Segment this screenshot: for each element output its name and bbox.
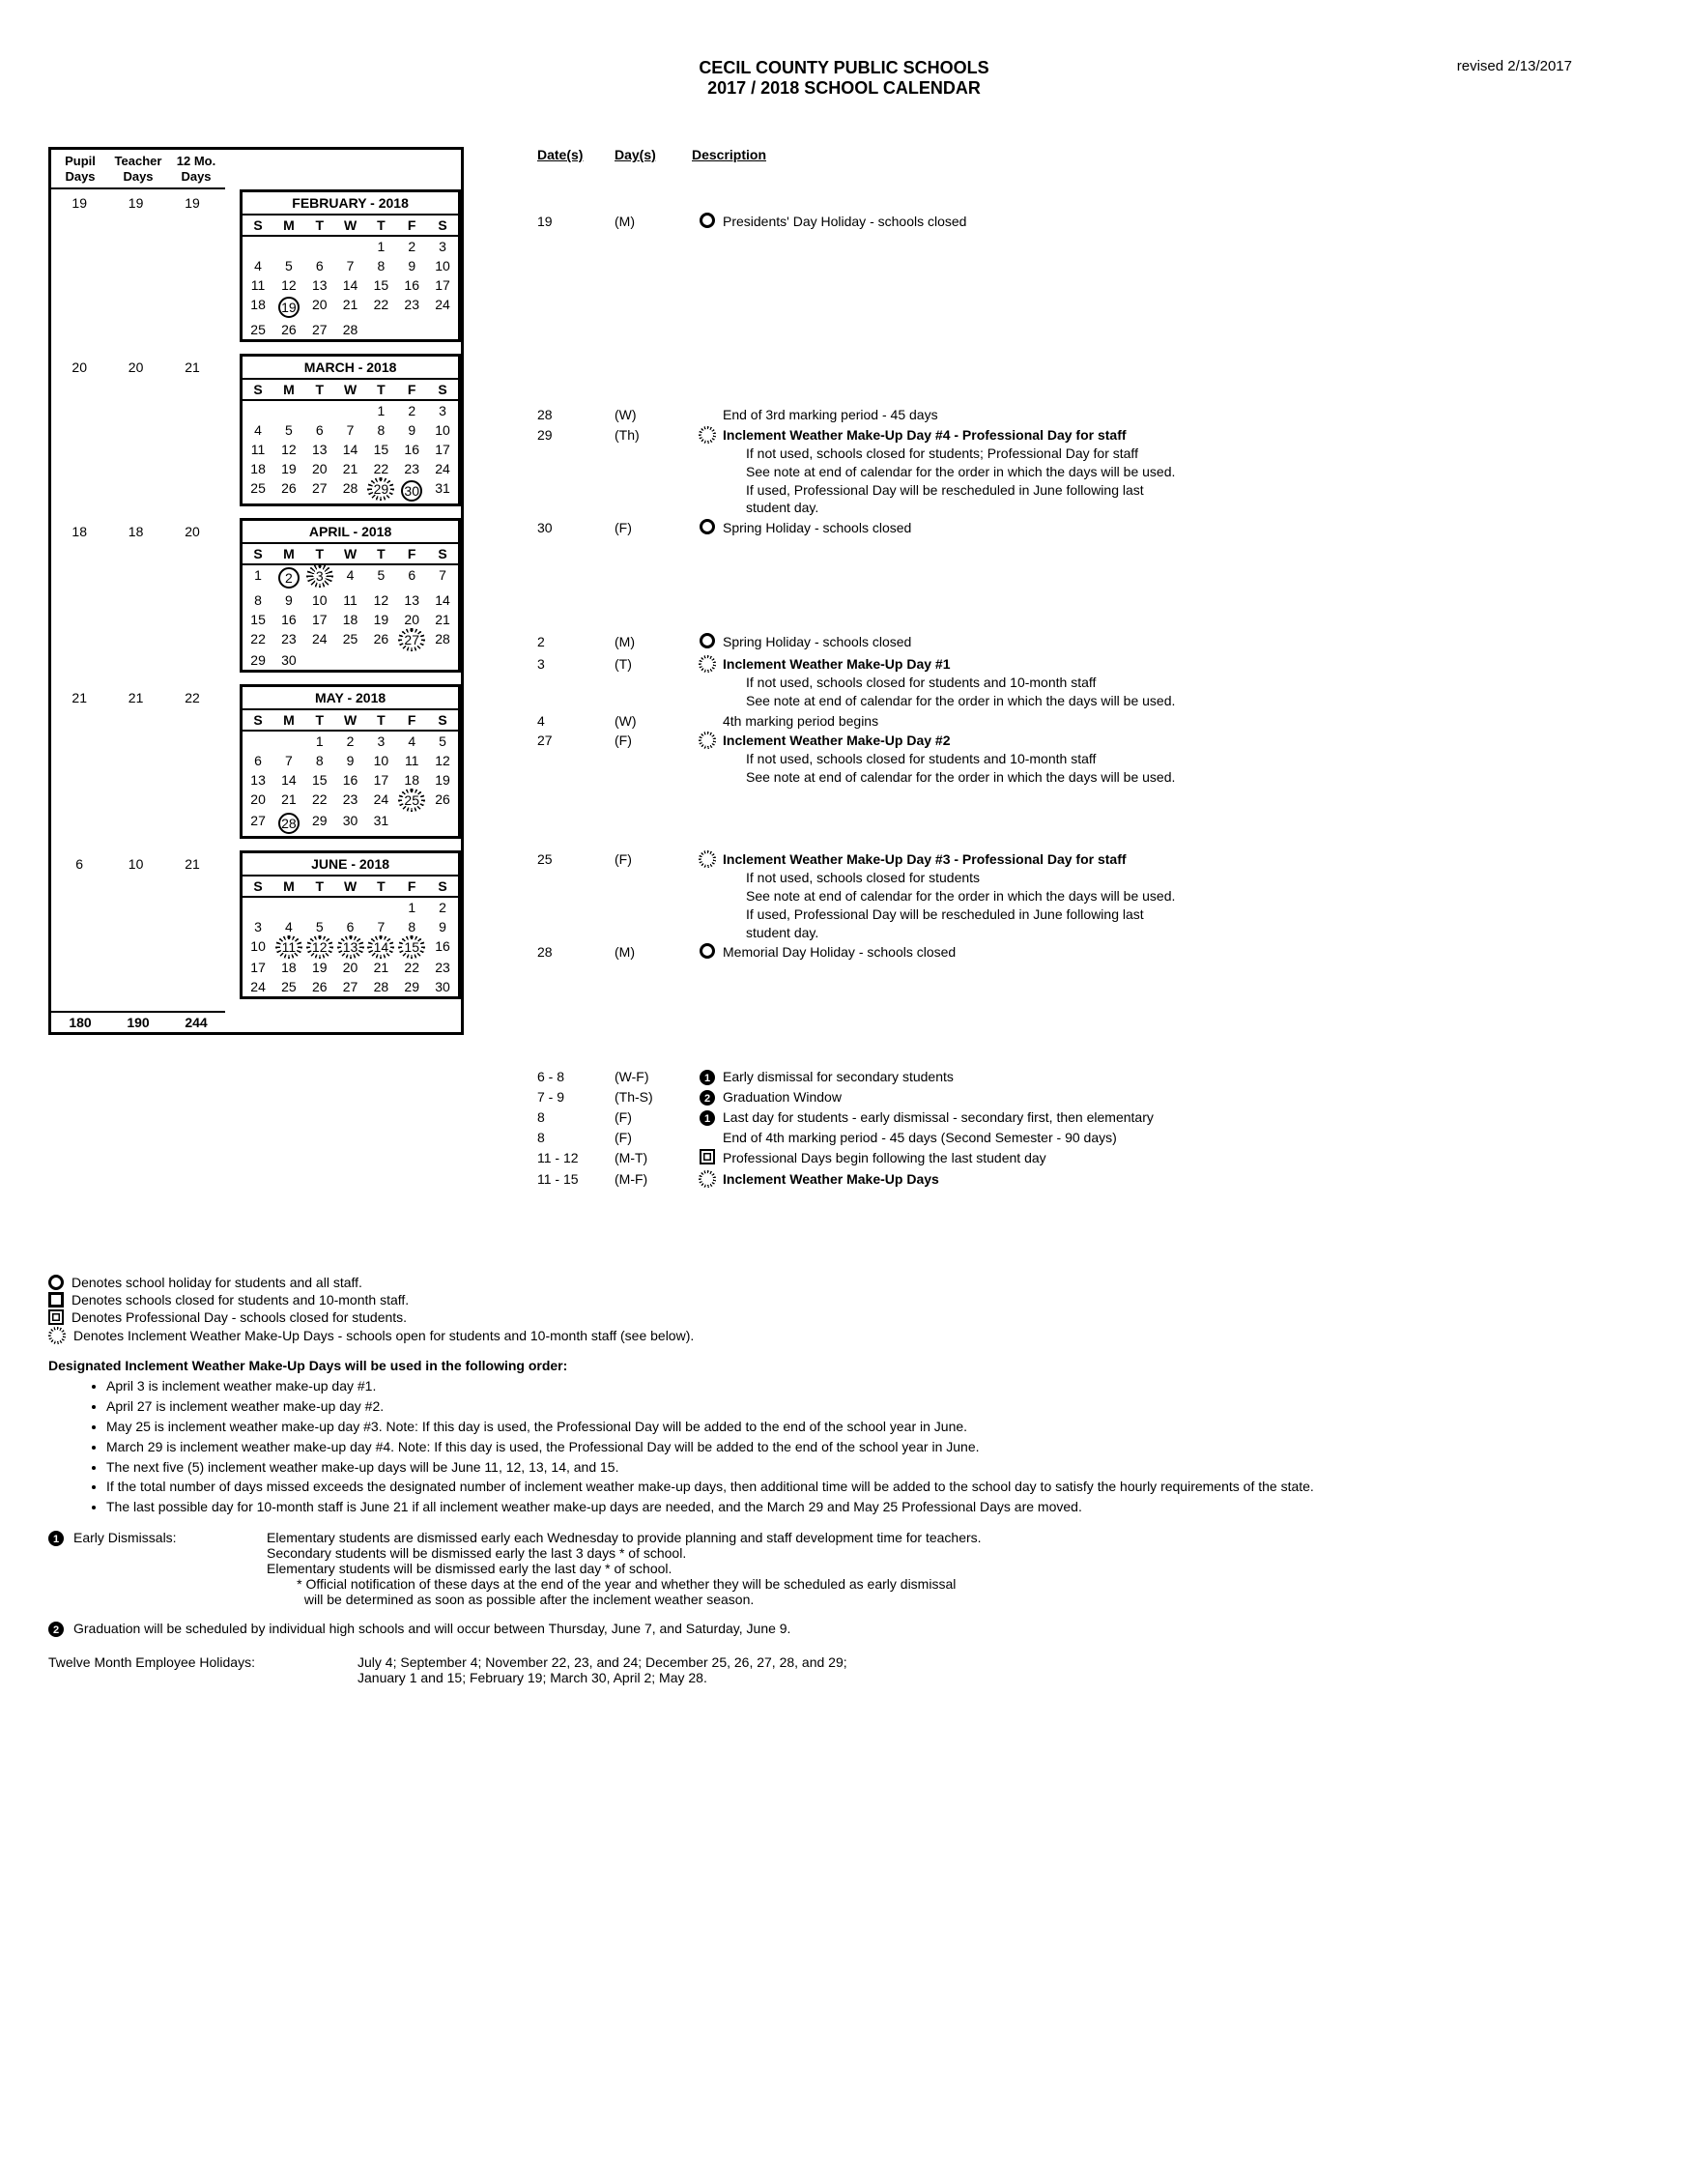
legend-row: Denotes school holiday for students and … <box>48 1275 1640 1290</box>
graduation-note: Graduation will be scheduled by individu… <box>73 1621 1640 1636</box>
hdr-dates: Date(s) <box>537 147 615 162</box>
note-item: March 29 is inclement weather make-up da… <box>106 1438 1640 1456</box>
note-item: The last possible day for 10-month staff… <box>106 1498 1640 1516</box>
tm-label: Twelve Month Employee Holidays: <box>48 1654 358 1685</box>
legend-row: Denotes Professional Day - schools close… <box>48 1309 1640 1325</box>
note-item: If the total number of days missed excee… <box>106 1478 1640 1496</box>
event-row: 11 - 15(M-F)Inclement Weather Make-Up Da… <box>537 1170 1640 1193</box>
event-row: 2(M)Spring Holiday - schools closed <box>537 633 1640 653</box>
early-dismissal-text: Elementary students are dismissed early … <box>267 1530 1640 1607</box>
note-item: May 25 is inclement weather make-up day … <box>106 1418 1640 1436</box>
twelve-month-holidays: Twelve Month Employee Holidays: July 4; … <box>48 1654 1640 1685</box>
event-row: 25(F)Inclement Weather Make-Up Day #3 - … <box>537 850 1640 941</box>
month-0: FEBRUARY - 2018SMTWTFS123456789101112131… <box>240 189 461 342</box>
event-row: 29(Th)Inclement Weather Make-Up Day #4 -… <box>537 426 1640 517</box>
events-column: Date(s) Day(s) Description 19(M)Presiden… <box>499 147 1640 1250</box>
month-1: MARCH - 2018SMTWTFS123456789101112131415… <box>240 354 461 506</box>
num-1-icon: 1 <box>48 1531 64 1546</box>
note-item: April 3 is inclement weather make-up day… <box>106 1377 1640 1395</box>
early-dismissal-label: Early Dismissals: <box>73 1530 267 1545</box>
event-row: 11 - 12(M-T)Professional Days begin foll… <box>537 1149 1640 1169</box>
make-up-notes: Designated Inclement Weather Make-Up Day… <box>48 1358 1640 1516</box>
event-row: 28(M)Memorial Day Holiday - schools clos… <box>537 943 1640 963</box>
main-content: PupilDaysTeacherDays12 Mo.Days191919FEBR… <box>48 147 1640 1250</box>
notes-title: Designated Inclement Weather Make-Up Day… <box>48 1358 1640 1373</box>
hdr-desc: Description <box>692 147 766 162</box>
legend-row: Denotes Inclement Weather Make-Up Days -… <box>48 1327 1640 1344</box>
event-row: 6 - 8(W-F)1Early dismissal for secondary… <box>537 1068 1640 1086</box>
footnote-1: 1 Early Dismissals: Elementary students … <box>48 1530 1640 1607</box>
page-title-1: CECIL COUNTY PUBLIC SCHOOLS <box>48 58 1640 78</box>
event-row: 4(W)4th marking period begins <box>537 712 1640 731</box>
page-title-2: 2017 / 2018 SCHOOL CALENDAR <box>48 78 1640 99</box>
month-3: MAY - 2018SMTWTFS12345678910111213141516… <box>240 684 461 839</box>
note-item: April 27 is inclement weather make-up da… <box>106 1397 1640 1416</box>
month-2: APRIL - 2018SMTWTFS123456789101112131415… <box>240 518 461 673</box>
legend-row: Denotes schools closed for students and … <box>48 1292 1640 1308</box>
month-4: JUNE - 2018SMTWTFS1234567891011121314151… <box>240 850 461 999</box>
footnote-2: 2 Graduation will be scheduled by indivi… <box>48 1621 1640 1637</box>
revised-date: revised 2/13/2017 <box>1457 58 1572 74</box>
event-row: 8(F)1Last day for students - early dismi… <box>537 1108 1640 1127</box>
tm-text: July 4; September 4; November 22, 23, an… <box>358 1654 847 1685</box>
event-row: 3(T)Inclement Weather Make-Up Day #1If n… <box>537 655 1640 710</box>
event-row: 30(F)Spring Holiday - schools closed <box>537 519 1640 539</box>
hdr-days: Day(s) <box>615 147 692 162</box>
event-row: 7 - 9(Th-S)2Graduation Window <box>537 1088 1640 1106</box>
event-row: 27(F)Inclement Weather Make-Up Day #2If … <box>537 732 1640 787</box>
event-row: 19(M)Presidents' Day Holiday - schools c… <box>537 213 1640 233</box>
event-row: 8(F)End of 4th marking period - 45 days … <box>537 1129 1640 1147</box>
events-header: Date(s) Day(s) Description <box>537 147 1640 162</box>
note-item: The next five (5) inclement weather make… <box>106 1458 1640 1477</box>
legend: Denotes school holiday for students and … <box>48 1275 1640 1344</box>
num-2-icon: 2 <box>48 1622 64 1637</box>
event-row: 28(W)End of 3rd marking period - 45 days <box>537 406 1640 424</box>
calendar-column: PupilDaysTeacherDays12 Mo.Days191919FEBR… <box>48 147 483 1250</box>
